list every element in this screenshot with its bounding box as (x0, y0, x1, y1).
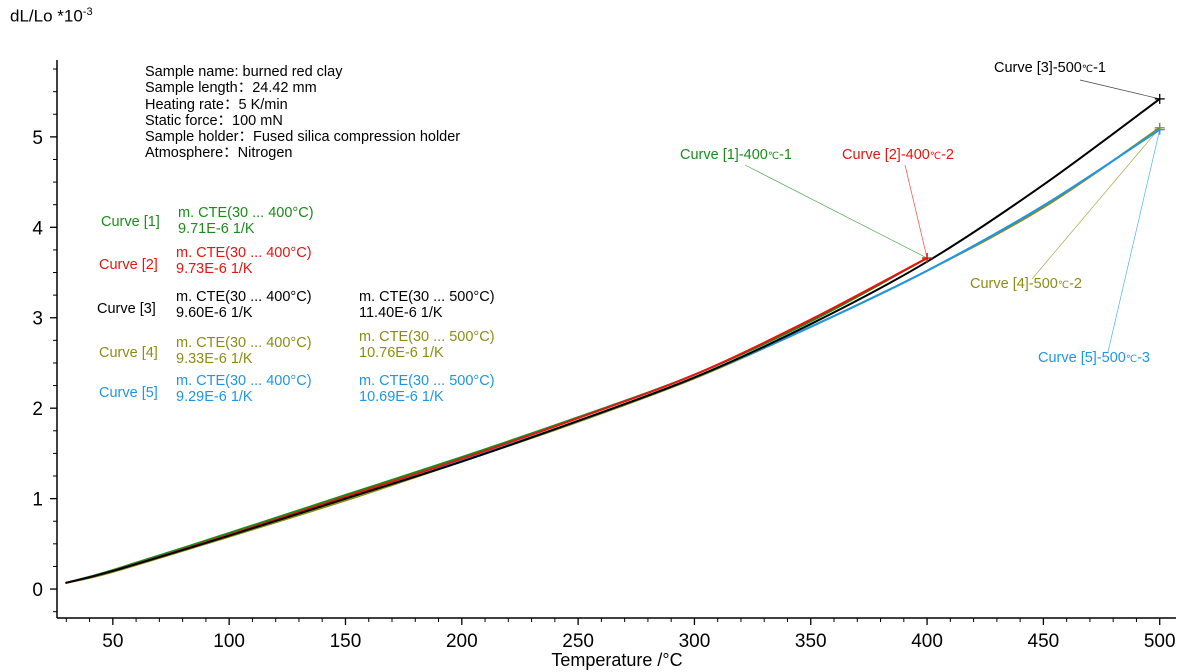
x-tick-label: 250 (562, 631, 594, 652)
y-tick-label: 2 (32, 399, 43, 420)
y-tick-label: 4 (32, 218, 43, 239)
sample-length: Sample length：24.42 mm (145, 80, 317, 97)
cte-curve2-a: m. CTE(30 ... 400°C) 9.73E-6 1/K (176, 245, 312, 277)
x-tick-label: 50 (102, 631, 123, 652)
annotation-leaders (744, 79, 1161, 353)
annotation-curve1: Curve [1]-400℃-1 (680, 147, 792, 163)
atmosphere: Atmosphere：Nitrogen (145, 145, 293, 162)
cte-curve5-a: m. CTE(30 ... 400°C) 9.29E-6 1/K (176, 373, 312, 405)
sample-info-block: Sample name: burned red clay Sample leng… (145, 64, 460, 162)
series-line-curve-1 (65, 257, 929, 584)
x-tick-label: 500 (1144, 631, 1176, 652)
sample-holder: Sample holder：Fused silica compression h… (145, 129, 461, 146)
annotation-curve2: Curve [2]-400℃-2 (842, 147, 954, 163)
cte-curve3-b: m. CTE(30 ... 500°C) 11.40E-6 1/K (359, 289, 495, 321)
x-tick-label: 150 (330, 631, 362, 652)
cte-curve4-name: Curve [4] (99, 345, 158, 361)
annotation-leader-5 (1107, 129, 1161, 353)
x-tick-label: 350 (795, 631, 827, 652)
point-markers (922, 93, 1165, 264)
cte-curve5-name: Curve [5] (99, 385, 158, 401)
annotation-leader-1 (744, 164, 928, 259)
x-tick-label: 100 (213, 631, 245, 652)
axes (50, 60, 1176, 625)
x-tick-label: 450 (1028, 631, 1060, 652)
series-lines (65, 97, 1161, 584)
static-force: Static force：100 mN (145, 112, 283, 129)
y-tick-label: 5 (32, 128, 43, 149)
x-tick-label: 400 (911, 631, 943, 652)
annotation-curve3: Curve [3]-500℃-1 (994, 60, 1106, 76)
cte-curve3-a: m. CTE(30 ... 400°C) 9.60E-6 1/K (176, 289, 312, 321)
cte-curve5-b: m. CTE(30 ... 500°C) 10.69E-6 1/K (359, 373, 495, 405)
tick-labels: 0 1 2 3 4 5 50 100 150 200 250 300 350 400 450 500 (32, 128, 1175, 652)
cte-curve3-name: Curve [3] (97, 301, 156, 317)
heating-rate: Heating rate：5 K/min (145, 96, 288, 113)
cte-curve1-name: Curve [1] (101, 214, 160, 230)
cte-curve4-a: m. CTE(30 ... 400°C) 9.33E-6 1/K (176, 335, 312, 367)
annotation-curve5: Curve [5]-500℃-3 (1038, 350, 1150, 366)
annotation-leader-3 (1079, 79, 1160, 100)
cte-curve2-name: Curve [2] (99, 257, 158, 273)
cte-curve4-b: m. CTE(30 ... 500°C) 10.76E-6 1/K (359, 329, 495, 361)
y-tick-label: 1 (32, 490, 43, 511)
y-axis-label: dL/Lo *10-3 (10, 6, 93, 26)
annotation-curve4: Curve [4]-500℃-2 (970, 276, 1082, 292)
annotation-leader-4 (1031, 127, 1160, 280)
cte-curve1-a: m. CTE(30 ... 400°C) 9.71E-6 1/K (178, 205, 314, 237)
x-axis-label: Temperature /°C (551, 650, 683, 670)
y-tick-label: 0 (32, 580, 43, 601)
x-tick-label: 200 (446, 631, 478, 652)
annotation-leader-2 (904, 164, 928, 259)
series-line-curve-3 (65, 97, 1161, 584)
x-tick-label: 300 (679, 631, 711, 652)
sample-name: Sample name: burned red clay (145, 64, 343, 80)
y-tick-label: 3 (32, 309, 43, 330)
